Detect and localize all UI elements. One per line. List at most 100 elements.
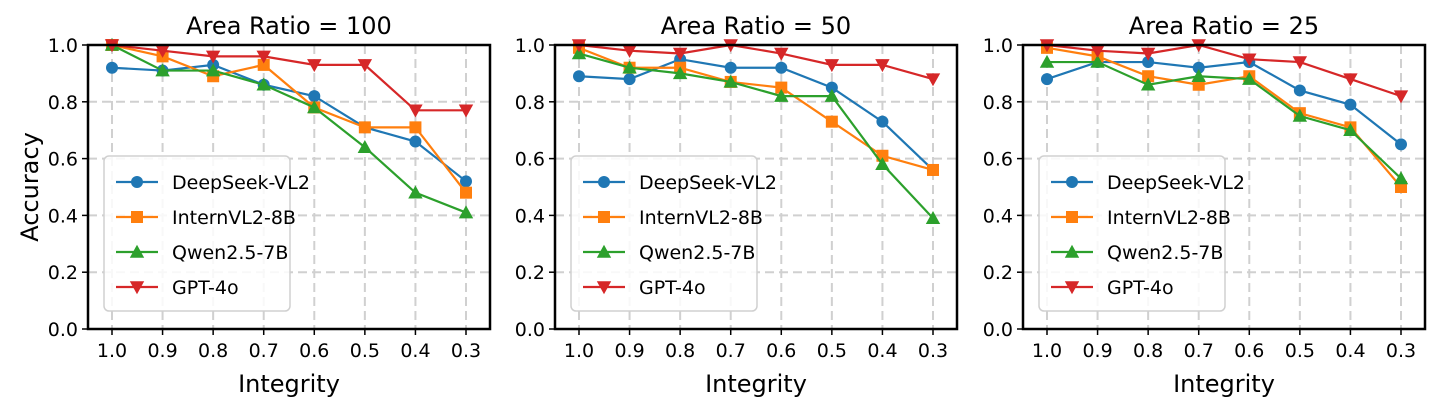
data-point [308, 90, 321, 103]
data-point [307, 59, 322, 73]
chart-title: Area Ratio = 25 [1129, 12, 1319, 40]
data-point [357, 59, 373, 73]
data-point [1242, 71, 1257, 85]
data-point [927, 163, 939, 176]
legend-label: DeepSeek-VL2 [172, 172, 310, 194]
legend-label: Qwen2.5-7B [1107, 242, 1223, 264]
data-point [408, 104, 423, 118]
series-GPT-4o [1039, 39, 1409, 104]
legend-marker [131, 176, 143, 188]
data-point [875, 157, 890, 171]
data-point [1242, 53, 1257, 67]
series-line [1046, 46, 1402, 188]
series-DeepSeek-VL2 [1041, 56, 1407, 151]
legend-marker [596, 244, 612, 258]
y-tick-label: 0.2 [983, 262, 1013, 284]
data-point [106, 61, 118, 74]
y-tick-label: 1.0 [983, 35, 1013, 57]
chart-panel-1: 1.0 0.9 0.8 0.7 0.6 0.5 0.4 0.3 0.0 0.2 0.4 0.6 0.8 1… [16, 12, 492, 398]
data-point [357, 140, 373, 153]
y-tick-label: 0.8 [983, 92, 1013, 114]
data-point [1293, 84, 1306, 97]
series-line [1047, 60, 1402, 180]
data-point [1395, 138, 1407, 151]
legend: DeepSeek-VL2 InternVL2-8B Qwen2.5-7B GPT-4o [1038, 155, 1245, 312]
data-point [825, 81, 838, 94]
data-point [876, 115, 889, 128]
data-point [1344, 98, 1357, 111]
y-tick-label: 0.8 [515, 92, 545, 114]
legend: DeepSeek-VL2 InternVL2-8B Qwen2.5-7B GPT-4o [103, 155, 310, 312]
y-axis-label: Accuracy [16, 132, 44, 242]
chart-panel-2: 1.0 0.9 0.8 0.7 0.6 0.5 0.4 0.3 0.0 0.2 0.4 0.6 0.8 1… [515, 12, 959, 398]
x-tick-label: 0.6 [299, 340, 329, 362]
y-tick-label: 0.6 [983, 149, 1013, 171]
legend-label: InternVL2-8B [172, 207, 296, 229]
data-point [256, 50, 271, 64]
data-point [1140, 47, 1156, 61]
data-point [1393, 171, 1409, 185]
plot-frame [86, 43, 492, 331]
y-tick-label: 0.0 [515, 319, 545, 341]
x-tick-label: 0.7 [249, 340, 279, 362]
series-GPT-4o [571, 39, 941, 87]
data-point [458, 104, 474, 118]
data-point [1140, 77, 1156, 91]
legend-label: GPT-4o [639, 277, 706, 299]
data-point [723, 74, 738, 88]
data-point [460, 175, 472, 188]
plot-frame [553, 43, 959, 331]
data-point [409, 121, 422, 134]
y-tick-label: 0.8 [48, 92, 78, 114]
chart-panel-3: 1.0 0.9 0.8 0.7 0.6 0.5 0.4 0.3 0.0 0.2 0.4 0.6 0.8 1… [983, 12, 1427, 398]
x-tick-label: 0.4 [867, 340, 897, 362]
chart-title: Area Ratio = 50 [661, 12, 851, 40]
legend: DeepSeek-VL2 InternVL2-8B Qwen2.5-7B GPT-4o [570, 155, 777, 312]
y-tick-label: 0.6 [48, 149, 78, 171]
data-point [824, 88, 840, 102]
data-point [1191, 69, 1206, 82]
data-point [672, 66, 688, 80]
series-DeepSeek-VL2 [573, 53, 939, 176]
data-point [1090, 54, 1105, 68]
y-tick-label: 1.0 [515, 35, 545, 57]
data-point [460, 186, 472, 199]
x-tick-label: 0.3 [451, 340, 481, 362]
data-point [408, 185, 423, 199]
x-tick-label: 0.4 [1335, 340, 1365, 362]
y-tick-label: 0.2 [48, 262, 78, 284]
legend-marker [596, 281, 612, 295]
data-point [774, 47, 789, 61]
x-tick-label: 0.4 [400, 340, 430, 362]
chart-title: Area Ratio = 100 [186, 12, 392, 40]
x-tick-label: 0.5 [817, 340, 847, 362]
legend-label: InternVL2-8B [1107, 207, 1231, 229]
data-point [1292, 56, 1308, 70]
data-point [409, 135, 422, 148]
x-tick-label: 0.3 [918, 340, 948, 362]
data-point [307, 100, 322, 114]
series-line [1046, 43, 1402, 98]
y-tick-label: 0.6 [515, 149, 545, 171]
legend-label: Qwen2.5-7B [172, 242, 288, 264]
data-point [1142, 56, 1155, 69]
y-tick-label: 0.4 [48, 205, 78, 227]
data-point [825, 115, 838, 128]
legend-box [1038, 155, 1226, 312]
series-Qwen2.5-7B [1039, 54, 1409, 185]
legend-marker [1066, 211, 1078, 223]
data-point [571, 46, 587, 60]
x-tick-label: 0.7 [716, 340, 746, 362]
x-tick-label: 0.9 [614, 340, 644, 362]
series-line [578, 58, 934, 171]
data-point [205, 50, 221, 64]
y-tick-label: 0.4 [983, 205, 1013, 227]
legend-label: GPT-4o [172, 277, 239, 299]
data-point [1142, 70, 1155, 83]
data-point [622, 60, 637, 74]
series-Qwen2.5-7B [571, 46, 941, 224]
series-line [578, 52, 934, 219]
x-tick-label: 0.6 [1234, 340, 1264, 362]
x-tick-label: 0.3 [1386, 340, 1416, 362]
